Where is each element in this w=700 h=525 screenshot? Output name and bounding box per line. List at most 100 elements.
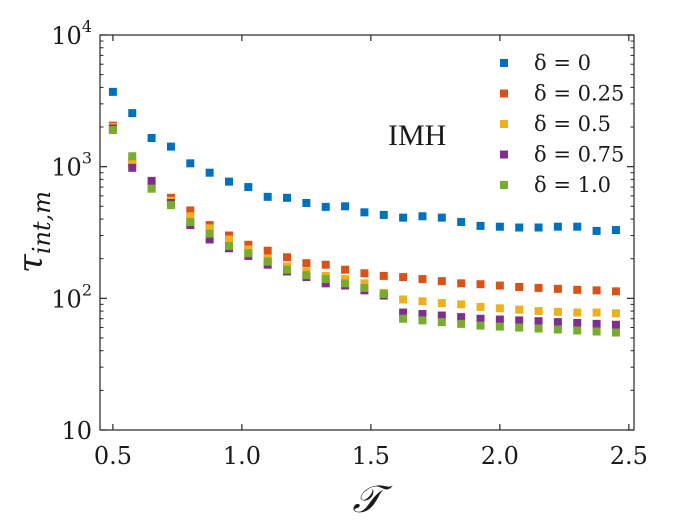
legend-label: δ = 0 (534, 51, 591, 75)
data-point (360, 283, 369, 292)
data-point (360, 279, 369, 288)
data-point (379, 289, 388, 298)
data-point (205, 229, 214, 238)
data-point (244, 183, 253, 192)
data-point (495, 304, 504, 313)
data-point (302, 271, 311, 280)
data-point (573, 222, 582, 231)
data-point (321, 279, 330, 288)
data-point (399, 308, 408, 317)
y-axis-label-main: τ (11, 253, 51, 273)
data-point (437, 277, 446, 286)
data-point (341, 279, 350, 288)
data-point (534, 324, 543, 333)
data-point (457, 279, 466, 288)
data-point (476, 221, 485, 230)
annotation-imh: IMH (388, 119, 446, 152)
data-point (399, 213, 408, 222)
y-axis-label: τint,m (11, 191, 56, 273)
data-point (611, 287, 620, 296)
data-point (457, 313, 466, 322)
data-point (611, 226, 620, 235)
data-point (515, 223, 524, 232)
legend-label: δ = 0.5 (534, 112, 611, 136)
data-point (534, 223, 543, 232)
data-point (611, 320, 620, 329)
data-point (341, 265, 350, 274)
data-point (166, 201, 175, 210)
series-4 (108, 125, 620, 337)
data-point (573, 308, 582, 317)
data-point (379, 271, 388, 280)
data-point (592, 327, 601, 336)
data-point (437, 318, 446, 327)
data-point (476, 314, 485, 323)
data-point (186, 206, 195, 215)
data-point (418, 310, 427, 319)
data-point (418, 297, 427, 306)
legend-marker (500, 120, 508, 128)
data-point (205, 168, 214, 177)
data-point (611, 309, 620, 318)
data-point (553, 318, 562, 327)
data-point (108, 87, 117, 96)
data-point (399, 314, 408, 323)
data-point (437, 213, 446, 222)
data-point (553, 307, 562, 316)
data-point (166, 142, 175, 151)
data-point (573, 285, 582, 294)
data-point (302, 198, 311, 207)
data-point (205, 235, 214, 244)
data-point (321, 202, 330, 211)
data-point (573, 318, 582, 327)
legend-marker (500, 181, 508, 189)
data-point (128, 109, 137, 118)
data-point (263, 246, 272, 255)
data-point (437, 311, 446, 320)
data-point (553, 325, 562, 334)
y-tick-label: 103 (51, 149, 92, 182)
data-point (205, 224, 214, 233)
x-tick-label: 2.0 (481, 442, 519, 470)
data-point (476, 321, 485, 330)
x-tick-label: 2.5 (610, 442, 648, 470)
data-point (592, 319, 601, 328)
y-axis-label-sub: int,m (28, 191, 56, 254)
data-point (418, 316, 427, 325)
data-point (399, 295, 408, 304)
data-point (147, 184, 156, 193)
x-tick-label: 1.5 (352, 442, 390, 470)
svg-text:τint,m: τint,m (11, 191, 56, 273)
data-point (263, 192, 272, 201)
data-point (128, 163, 137, 172)
data-point (147, 134, 156, 143)
legend-marker (500, 89, 508, 98)
y-axis: 10 102 103 104 (51, 17, 634, 445)
data-point (476, 280, 485, 289)
data-point (515, 282, 524, 291)
data-point (283, 265, 292, 274)
data-point (495, 322, 504, 331)
data-point (534, 283, 543, 292)
data-point (108, 125, 117, 134)
data-point (341, 202, 350, 211)
data-point (186, 217, 195, 226)
data-point (515, 316, 524, 325)
y-tick-label: 104 (51, 17, 92, 50)
data-point (360, 208, 369, 217)
data-point (224, 177, 233, 186)
data-point (515, 323, 524, 332)
series-0 (108, 87, 620, 235)
data-point (592, 308, 601, 317)
data-point (128, 152, 137, 161)
legend-label: δ = 0.75 (534, 143, 624, 167)
data-points (108, 87, 620, 337)
data-point (592, 226, 601, 235)
y-tick-label: 10 (61, 417, 92, 445)
data-point (399, 273, 408, 282)
data-point (302, 259, 311, 268)
data-point (418, 275, 427, 284)
legend-marker (500, 150, 508, 159)
data-point (224, 235, 233, 244)
data-point (321, 260, 330, 269)
